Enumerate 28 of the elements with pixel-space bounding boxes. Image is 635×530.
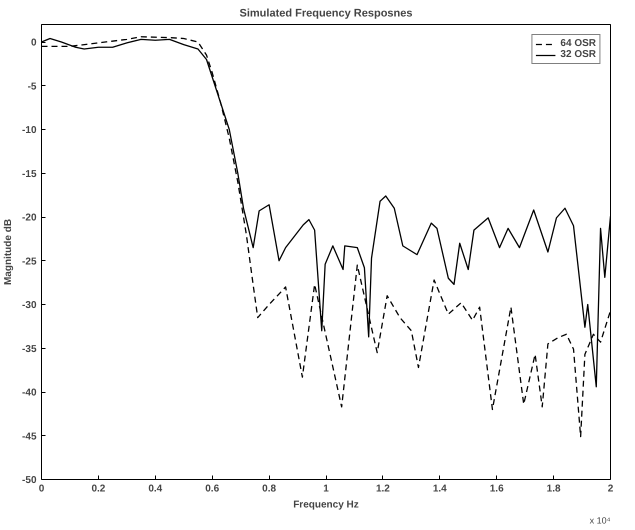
y-tick-label: -30 xyxy=(22,300,37,311)
y-tick-label: -15 xyxy=(22,168,37,180)
x-tick-label: 1.6 xyxy=(490,484,504,494)
y-tick-label: -45 xyxy=(22,431,37,442)
x-tick-label: 0.6 xyxy=(205,484,220,494)
x-tick-label: 1.4 xyxy=(432,484,448,494)
x-tick-label: 0.4 xyxy=(148,484,163,494)
text: x 10⁴ xyxy=(590,516,611,526)
chart-title: Simulated Frequency Resposnes xyxy=(240,8,412,20)
x-axis-title: Frequency Hz xyxy=(293,500,359,510)
y-tick-label: -20 xyxy=(22,212,37,224)
y-tick-label: -50 xyxy=(22,475,37,486)
x-tick-label: 1 xyxy=(323,484,330,494)
x-tick-label: 2 xyxy=(608,484,614,494)
x-tick-label: 0.2 xyxy=(91,484,106,494)
x-tick-label: 0 xyxy=(38,484,45,494)
x-tick-label: 1.8 xyxy=(546,484,561,494)
y-tick-label: -10 xyxy=(22,125,37,136)
y-tick-label: -35 xyxy=(22,344,37,355)
y-tick-label: -40 xyxy=(22,388,37,398)
x-tick-label: 1.2 xyxy=(376,484,390,494)
legend-label: 32 OSR xyxy=(560,49,596,60)
y-tick-label: -25 xyxy=(22,256,37,268)
y-tick-label: 0 xyxy=(30,38,37,48)
legend-label: 64 OSR xyxy=(560,38,596,49)
y-tick-label: -5 xyxy=(28,81,37,92)
x-tick-label: 0.8 xyxy=(262,484,276,494)
y-axis-title: Magnitude dB xyxy=(3,218,14,286)
